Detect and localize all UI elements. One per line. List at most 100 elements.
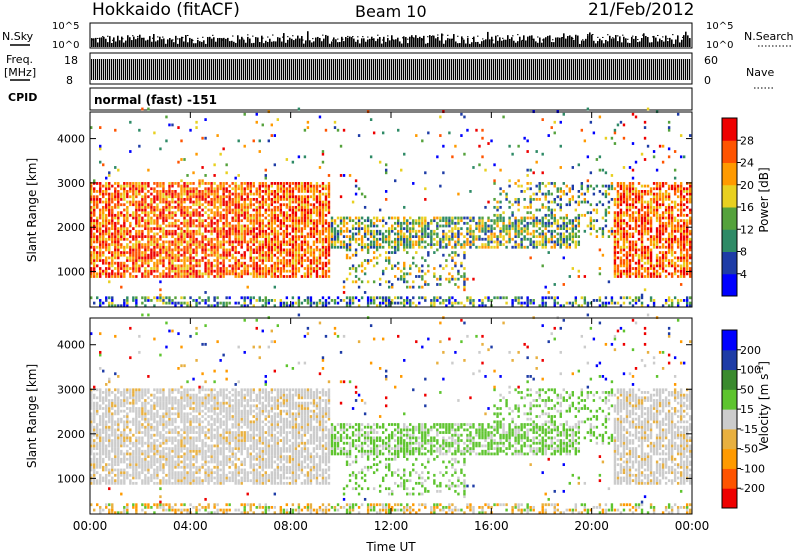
power-cell bbox=[484, 229, 487, 233]
power-cell bbox=[357, 243, 361, 246]
power-cell bbox=[327, 224, 331, 228]
power-cell bbox=[625, 200, 629, 204]
nsky-bar bbox=[97, 42, 99, 47]
freq-bar bbox=[305, 59, 307, 80]
power-cell bbox=[598, 248, 602, 252]
power-cell bbox=[117, 261, 120, 265]
power-cell bbox=[315, 232, 319, 236]
power-cell bbox=[303, 240, 307, 244]
freq-bar bbox=[557, 59, 559, 80]
power-cell bbox=[372, 131, 376, 135]
power-cell bbox=[102, 269, 105, 273]
power-cell bbox=[493, 221, 496, 225]
power-cell bbox=[318, 115, 322, 119]
power-cell bbox=[613, 275, 617, 278]
power-cell bbox=[285, 197, 289, 201]
power-cell bbox=[384, 256, 388, 260]
power-cell bbox=[138, 269, 141, 273]
power-cell bbox=[643, 275, 647, 278]
power-cell bbox=[553, 221, 556, 225]
power-cell bbox=[502, 115, 505, 119]
power-cell bbox=[252, 296, 255, 300]
power-cell bbox=[508, 237, 511, 241]
power-cell bbox=[213, 213, 216, 217]
power-cell bbox=[261, 240, 264, 244]
power-cell bbox=[321, 261, 325, 265]
power-cell bbox=[198, 259, 201, 262]
power-cell bbox=[454, 144, 457, 148]
power-cell bbox=[201, 232, 204, 236]
power-cell bbox=[472, 240, 475, 244]
power-cell bbox=[291, 301, 295, 305]
power-cell bbox=[144, 213, 147, 217]
power-cell bbox=[526, 232, 529, 236]
power-cell bbox=[234, 203, 237, 207]
power-cell bbox=[168, 248, 171, 252]
power-cell bbox=[387, 232, 391, 236]
power-cell bbox=[141, 256, 144, 260]
power-cell bbox=[258, 227, 261, 231]
power-cell bbox=[174, 264, 177, 268]
power-cell bbox=[535, 192, 538, 196]
freq-bar bbox=[445, 59, 447, 80]
power-cell bbox=[643, 248, 647, 252]
power-cell bbox=[457, 227, 460, 231]
power-cell bbox=[93, 179, 96, 183]
power-cell bbox=[174, 275, 177, 278]
power-cell bbox=[360, 216, 364, 220]
power-cell bbox=[457, 243, 460, 246]
power-cell bbox=[165, 245, 168, 249]
power-cell bbox=[568, 243, 571, 246]
power-cell bbox=[312, 259, 316, 262]
power-cell bbox=[463, 288, 466, 292]
power-cell bbox=[598, 168, 602, 172]
freq-bar bbox=[373, 59, 375, 80]
power-cell bbox=[357, 224, 361, 228]
power-cell bbox=[372, 251, 376, 254]
power-cell bbox=[613, 221, 617, 225]
power-cell bbox=[381, 131, 385, 135]
power-cell bbox=[105, 232, 108, 236]
power-cell bbox=[288, 219, 292, 223]
power-cell bbox=[114, 195, 117, 199]
power-cell bbox=[291, 256, 295, 260]
power-cell bbox=[111, 299, 114, 302]
power-cell bbox=[406, 296, 409, 300]
nsky-bar bbox=[297, 35, 299, 47]
power-cell bbox=[622, 211, 626, 215]
power-cell bbox=[520, 245, 523, 249]
nave-tick-top: 60 bbox=[704, 54, 718, 67]
power-cell bbox=[397, 224, 400, 228]
power-cell bbox=[460, 112, 463, 116]
power-cell bbox=[111, 253, 114, 257]
power-cell bbox=[400, 232, 403, 236]
power-cell bbox=[559, 203, 562, 207]
power-cell bbox=[487, 200, 490, 204]
nsky-bar bbox=[147, 40, 149, 47]
power-cell bbox=[327, 261, 331, 265]
power-cell bbox=[135, 203, 138, 207]
nsky-bar bbox=[535, 41, 537, 47]
power-cell bbox=[117, 237, 120, 241]
power-cell bbox=[147, 248, 150, 252]
power-cell bbox=[394, 248, 397, 252]
power-cell bbox=[628, 251, 632, 254]
power-cell bbox=[177, 205, 180, 209]
power-cell bbox=[156, 203, 159, 207]
power-cell bbox=[189, 251, 192, 254]
power-cell bbox=[204, 205, 207, 209]
power-cell bbox=[198, 195, 201, 199]
power-cell bbox=[282, 182, 286, 185]
power-cell bbox=[403, 267, 406, 270]
power-cell bbox=[421, 269, 424, 273]
power-cell bbox=[255, 211, 258, 215]
power-cell bbox=[207, 240, 210, 244]
power-cell bbox=[354, 267, 358, 270]
nsky-bar bbox=[401, 43, 403, 47]
nsky-bar bbox=[233, 41, 235, 47]
power-cell bbox=[153, 187, 156, 191]
power-cell bbox=[300, 253, 304, 257]
power-cell bbox=[150, 229, 153, 233]
power-cell bbox=[378, 301, 382, 305]
nsearch-dot bbox=[142, 38, 144, 40]
